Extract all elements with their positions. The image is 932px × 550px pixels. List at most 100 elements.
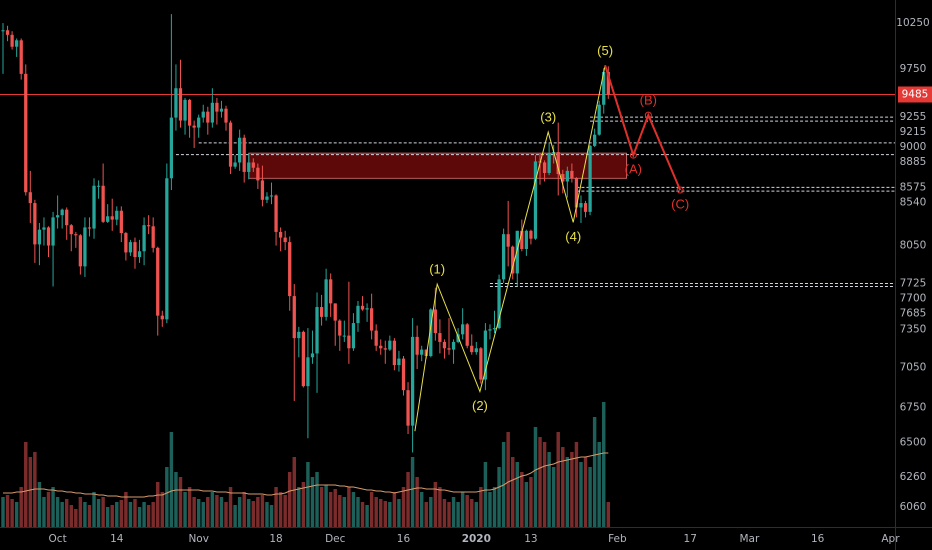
volume-bar (324, 485, 328, 527)
x-tick-label: 2020 (462, 533, 491, 545)
candle-body (110, 216, 114, 220)
volume-bar (247, 499, 251, 527)
candle-body (28, 192, 32, 204)
candle-body (169, 117, 174, 179)
volume-bar (64, 499, 69, 527)
candle-body (137, 251, 142, 258)
volume-bar (588, 467, 592, 527)
volume-bar (392, 492, 397, 527)
correction-wave (604, 65, 682, 191)
y-tick-label: 7050 (900, 362, 927, 374)
volume-bar (174, 472, 178, 527)
candle-body (87, 227, 92, 229)
volume-bar (87, 505, 92, 527)
candle-body (265, 196, 269, 200)
candle-body (106, 216, 110, 222)
volume-bar (570, 452, 574, 527)
candle-body (483, 330, 488, 380)
volume-bar (597, 442, 601, 527)
volume-bar (301, 482, 306, 527)
candle-body (178, 88, 183, 121)
volume-ma (3, 452, 609, 498)
volume-bar (51, 487, 55, 527)
candle-body (224, 108, 228, 123)
volume-bar (196, 499, 201, 527)
candle-body (46, 227, 51, 246)
volume-bar (342, 497, 347, 527)
candle-body (579, 203, 583, 208)
candle-body (42, 227, 46, 230)
candle-body (15, 40, 19, 47)
volume-bar (251, 501, 256, 527)
volume-bar (133, 499, 137, 527)
volume-bar (192, 497, 196, 527)
candle-body (433, 309, 437, 334)
candle-body (33, 203, 37, 245)
volume-bar (388, 502, 392, 527)
candle-body (206, 111, 210, 123)
candle-body (210, 102, 214, 123)
y-tick-label: 6750 (900, 402, 927, 414)
volume-bar (169, 432, 174, 527)
candle-body (456, 334, 460, 342)
candle-body (301, 331, 306, 387)
wave-label: (C) (671, 196, 689, 211)
candle-body (401, 358, 406, 391)
volume-bar (424, 502, 428, 527)
volume-bar (561, 447, 565, 527)
candle-body (101, 185, 105, 222)
candle-body (74, 234, 78, 236)
candle-body (69, 225, 73, 235)
volume-bar (488, 492, 492, 527)
volume-bar (529, 477, 533, 527)
candle-body (233, 162, 237, 167)
candle-body (92, 185, 96, 229)
volume-bar (442, 499, 447, 527)
y-tick-label: 7700 (900, 292, 927, 304)
volume-bar (105, 507, 110, 527)
candle-body (397, 358, 401, 366)
volume-bar (60, 502, 64, 527)
volume-bar (520, 472, 524, 527)
candle-body (228, 122, 233, 167)
y-tick-label: 7685 (900, 307, 927, 319)
volume-bar (383, 501, 388, 527)
volume-bar (401, 487, 406, 527)
candle-body (392, 340, 397, 366)
candle-body (297, 331, 301, 339)
candle-body (124, 233, 128, 253)
candle-body (319, 307, 324, 317)
volume-bar (115, 502, 119, 527)
zone (248, 152, 627, 179)
candle-body (156, 247, 160, 316)
volume-bar (429, 497, 433, 527)
wave-label: (B) (640, 93, 657, 108)
x-tick-label: Dec (325, 533, 346, 545)
candle-body (588, 145, 592, 212)
candle-body (278, 231, 283, 238)
x-tick-label: 16 (397, 533, 411, 545)
volume-bar (447, 502, 451, 527)
candle-body (492, 328, 497, 330)
candle-body (447, 348, 451, 350)
candle-body (306, 357, 310, 387)
volume-bar (124, 492, 128, 527)
plot-area: (1) (2) (3) (4) (5) (A) (B) (C) (0, 14, 895, 527)
candle-body (511, 246, 515, 274)
candle-body (465, 324, 469, 346)
candle-body (383, 348, 387, 350)
candle-body (388, 340, 392, 350)
candle-body (597, 104, 601, 135)
candle-body (19, 40, 23, 74)
volume-bar (137, 507, 142, 527)
volume-bar (224, 502, 228, 527)
x-tick-label: Feb (608, 533, 627, 545)
volume-bar (410, 457, 415, 527)
volume-bar (10, 499, 14, 527)
volume-bar (96, 499, 101, 527)
volume-bar (492, 487, 497, 527)
volume-bar (319, 487, 324, 527)
x-tick-label: 14 (110, 533, 124, 545)
volume-bar (206, 497, 210, 527)
